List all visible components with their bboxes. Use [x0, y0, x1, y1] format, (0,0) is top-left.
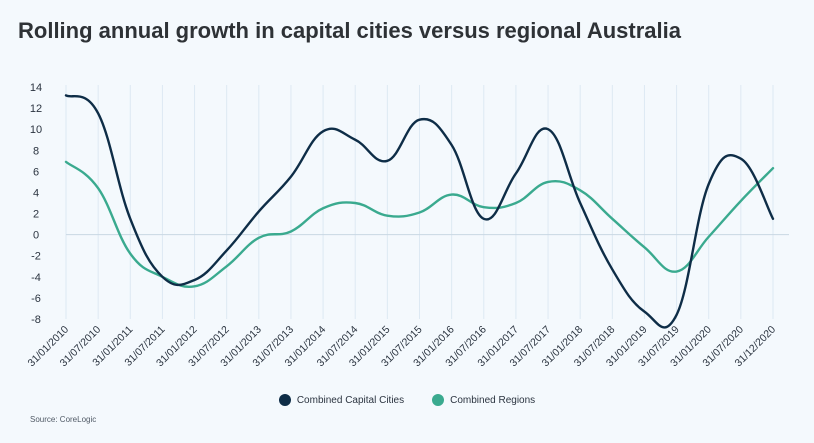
legend-label-regions: Combined Regions	[450, 394, 536, 406]
legend-marker-capital	[278, 394, 291, 406]
legend-item-capital[interactable]: Combined Capital Cities	[278, 394, 405, 406]
y-tick-label: 14	[30, 82, 42, 94]
y-tick-label: -8	[31, 314, 41, 326]
y-tick-label: 10	[30, 124, 42, 136]
y-axis-ticks: 14 12 10 8 6 4 2 0 -2 -4 -6 -8	[30, 82, 42, 326]
y-tick-label: 6	[33, 166, 39, 178]
chart-title: Rolling annual growth in capital cities …	[18, 18, 681, 43]
x-axis-ticks: 31/01/201031/07/201031/01/201131/07/2011…	[25, 324, 778, 370]
legend-marker-regions	[432, 394, 445, 406]
y-tick-label: 2	[33, 209, 39, 221]
y-tick-label: -4	[31, 272, 41, 284]
legend-item-regions[interactable]: Combined Regions	[432, 394, 535, 406]
y-tick-label: 8	[33, 145, 39, 157]
y-tick-label: 0	[33, 230, 39, 242]
series-line-capital	[64, 94, 775, 329]
y-tick-label: 4	[33, 187, 39, 199]
y-tick-label: -2	[31, 251, 41, 263]
source-note: Source: CoreLogic	[30, 415, 97, 424]
legend: Combined Capital Cities Combined Regions	[0, 394, 814, 406]
legend-label-capital: Combined Capital Cities	[296, 394, 405, 406]
y-tick-label: 12	[30, 103, 42, 115]
series-line-regions	[64, 160, 775, 288]
series-lines	[64, 94, 775, 329]
y-tick-label: -6	[31, 293, 41, 305]
